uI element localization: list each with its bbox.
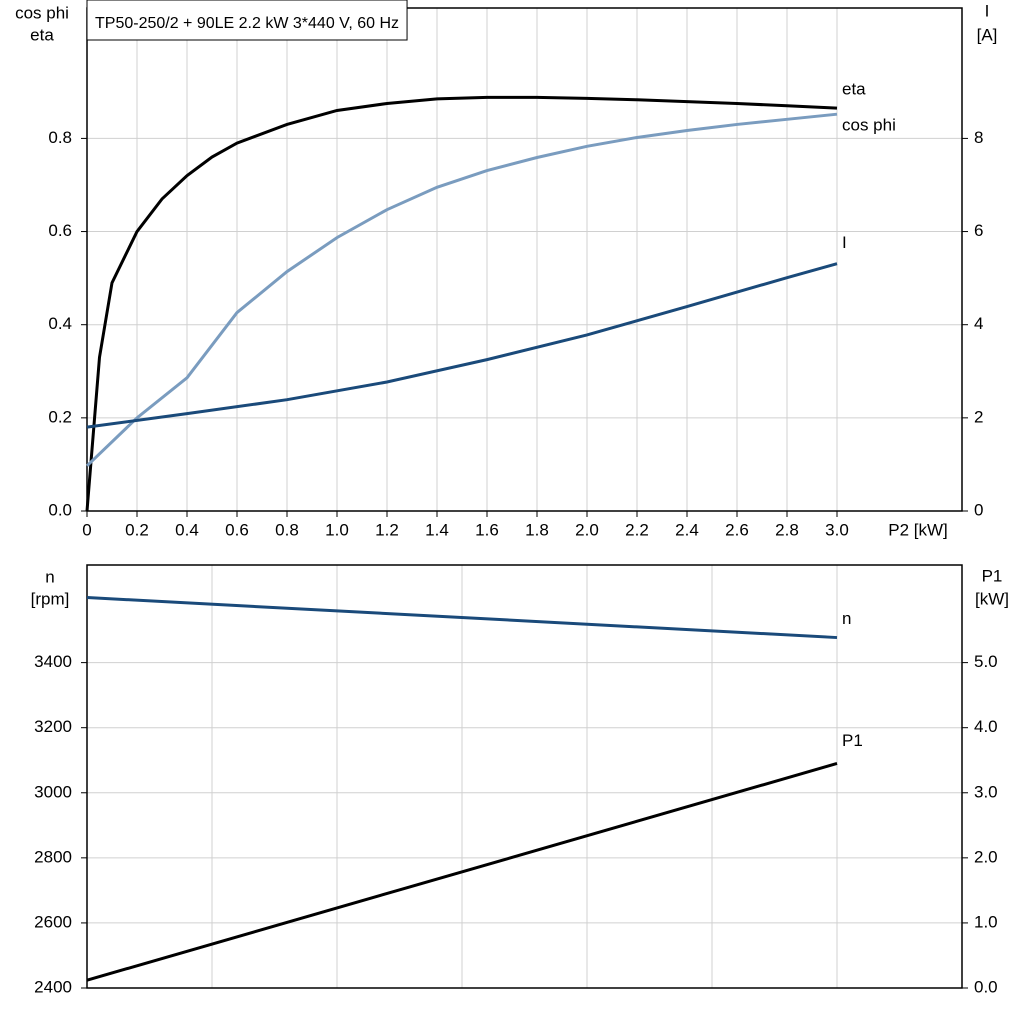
y2-axis-label: P1	[982, 566, 1003, 585]
y2-axis-label: [A]	[977, 25, 998, 44]
x-tick-label: 0.2	[125, 520, 149, 539]
y2-tick-label: 0.0	[974, 977, 998, 996]
y-axis-label: [rpm]	[31, 589, 70, 608]
y2-tick-label: 4.0	[974, 717, 998, 736]
x-tick-label: 1.4	[425, 520, 449, 539]
y-tick-label: 2800	[34, 847, 72, 866]
x-tick-label: 3.0	[825, 520, 849, 539]
x-tick-label: 0.4	[175, 520, 199, 539]
y-tick-label: 0.6	[48, 221, 72, 240]
y2-axis-label: I	[985, 1, 990, 20]
series-line	[86, 762, 838, 982]
y-tick-label: 2400	[34, 977, 72, 996]
series-label: n	[842, 609, 851, 628]
y-tick-label: 3200	[34, 717, 72, 736]
series-line	[86, 596, 838, 640]
y2-tick-label: 8	[974, 128, 983, 147]
plot-frame	[86, 564, 963, 989]
x-tick-label: 2.6	[725, 520, 749, 539]
y-tick-label: 0.0	[48, 500, 72, 519]
y2-axis-label: [kW]	[975, 589, 1009, 608]
x-tick-label: 2.0	[575, 520, 599, 539]
x-tick-label: 1.2	[375, 520, 399, 539]
y2-tick-label: 0	[974, 500, 983, 519]
y2-tick-label: 3.0	[974, 782, 998, 801]
series-label: P1	[842, 731, 863, 750]
x-tick-label: 1.8	[525, 520, 549, 539]
y2-tick-label: 5.0	[974, 652, 998, 671]
y-tick-label: 3000	[34, 782, 72, 801]
series-label: I	[842, 233, 847, 252]
x-tick-label: 0.8	[275, 520, 299, 539]
series-line	[85, 112, 838, 467]
x-tick-label: 2.2	[625, 520, 649, 539]
y-tick-label: 3400	[34, 652, 72, 671]
series-label: eta	[842, 80, 866, 99]
y2-tick-label: 6	[974, 221, 983, 240]
series-line	[85, 95, 838, 512]
x-axis-label: P2 [kW]	[888, 520, 948, 539]
y2-tick-label: 1.0	[974, 912, 998, 931]
y-tick-label: 0.8	[48, 128, 72, 147]
y-axis-label: eta	[30, 25, 54, 44]
y-tick-label: 0.4	[48, 314, 72, 333]
title-box	[86, 0, 408, 41]
x-tick-label: 1.0	[325, 520, 349, 539]
y-tick-label: 0.2	[48, 407, 72, 426]
y-tick-label: 2600	[34, 912, 72, 931]
x-tick-label: 0.6	[225, 520, 249, 539]
chart-title: TP50-250/2 + 90LE 2.2 kW 3*440 V, 60 Hz	[95, 15, 399, 32]
y-axis-label: cos phi	[15, 3, 69, 22]
x-tick-label: 2.8	[775, 520, 799, 539]
y-axis-label: n	[45, 567, 54, 586]
series-line	[86, 262, 838, 429]
x-tick-label: 1.6	[475, 520, 499, 539]
x-tick-label: 2.4	[675, 520, 699, 539]
plot-frame	[86, 7, 963, 512]
y2-tick-label: 2	[974, 407, 983, 426]
x-tick-label: 0	[82, 520, 91, 539]
y2-tick-label: 4	[974, 314, 983, 333]
series-label: cos phi	[842, 116, 896, 135]
y2-tick-label: 2.0	[974, 847, 998, 866]
